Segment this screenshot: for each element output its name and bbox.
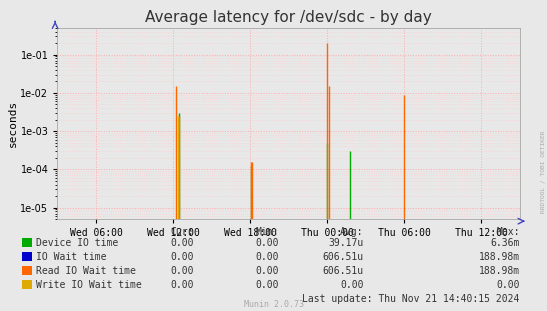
Text: Min:: Min: bbox=[255, 227, 279, 237]
Text: 0.00: 0.00 bbox=[255, 266, 279, 276]
Text: Last update: Thu Nov 21 14:40:15 2024: Last update: Thu Nov 21 14:40:15 2024 bbox=[302, 294, 520, 304]
Text: Write IO Wait time: Write IO Wait time bbox=[36, 280, 141, 290]
Text: 39.17u: 39.17u bbox=[329, 238, 364, 248]
Text: 0.00: 0.00 bbox=[255, 238, 279, 248]
Text: IO Wait time: IO Wait time bbox=[36, 252, 106, 262]
Y-axis label: seconds: seconds bbox=[8, 100, 18, 147]
Text: 0.00: 0.00 bbox=[255, 252, 279, 262]
Text: 0.00: 0.00 bbox=[496, 280, 520, 290]
Text: 0.00: 0.00 bbox=[171, 280, 194, 290]
Text: Device IO time: Device IO time bbox=[36, 238, 118, 248]
Text: 0.00: 0.00 bbox=[340, 280, 364, 290]
Text: 6.36m: 6.36m bbox=[490, 238, 520, 248]
Text: 606.51u: 606.51u bbox=[323, 252, 364, 262]
Text: Max:: Max: bbox=[496, 227, 520, 237]
Text: Read IO Wait time: Read IO Wait time bbox=[36, 266, 136, 276]
Text: 188.98m: 188.98m bbox=[479, 266, 520, 276]
Text: 188.98m: 188.98m bbox=[479, 252, 520, 262]
Title: Average latency for /dev/sdc - by day: Average latency for /dev/sdc - by day bbox=[145, 11, 432, 26]
Text: Munin 2.0.73: Munin 2.0.73 bbox=[243, 299, 304, 309]
Text: 0.00: 0.00 bbox=[171, 252, 194, 262]
Text: 0.00: 0.00 bbox=[255, 280, 279, 290]
Text: Cur:: Cur: bbox=[171, 227, 194, 237]
Text: 0.00: 0.00 bbox=[171, 238, 194, 248]
Text: 606.51u: 606.51u bbox=[323, 266, 364, 276]
Text: 0.00: 0.00 bbox=[171, 266, 194, 276]
Text: Avg:: Avg: bbox=[340, 227, 364, 237]
Text: RRDTOOL / TOBI OETIKER: RRDTOOL / TOBI OETIKER bbox=[540, 131, 546, 213]
